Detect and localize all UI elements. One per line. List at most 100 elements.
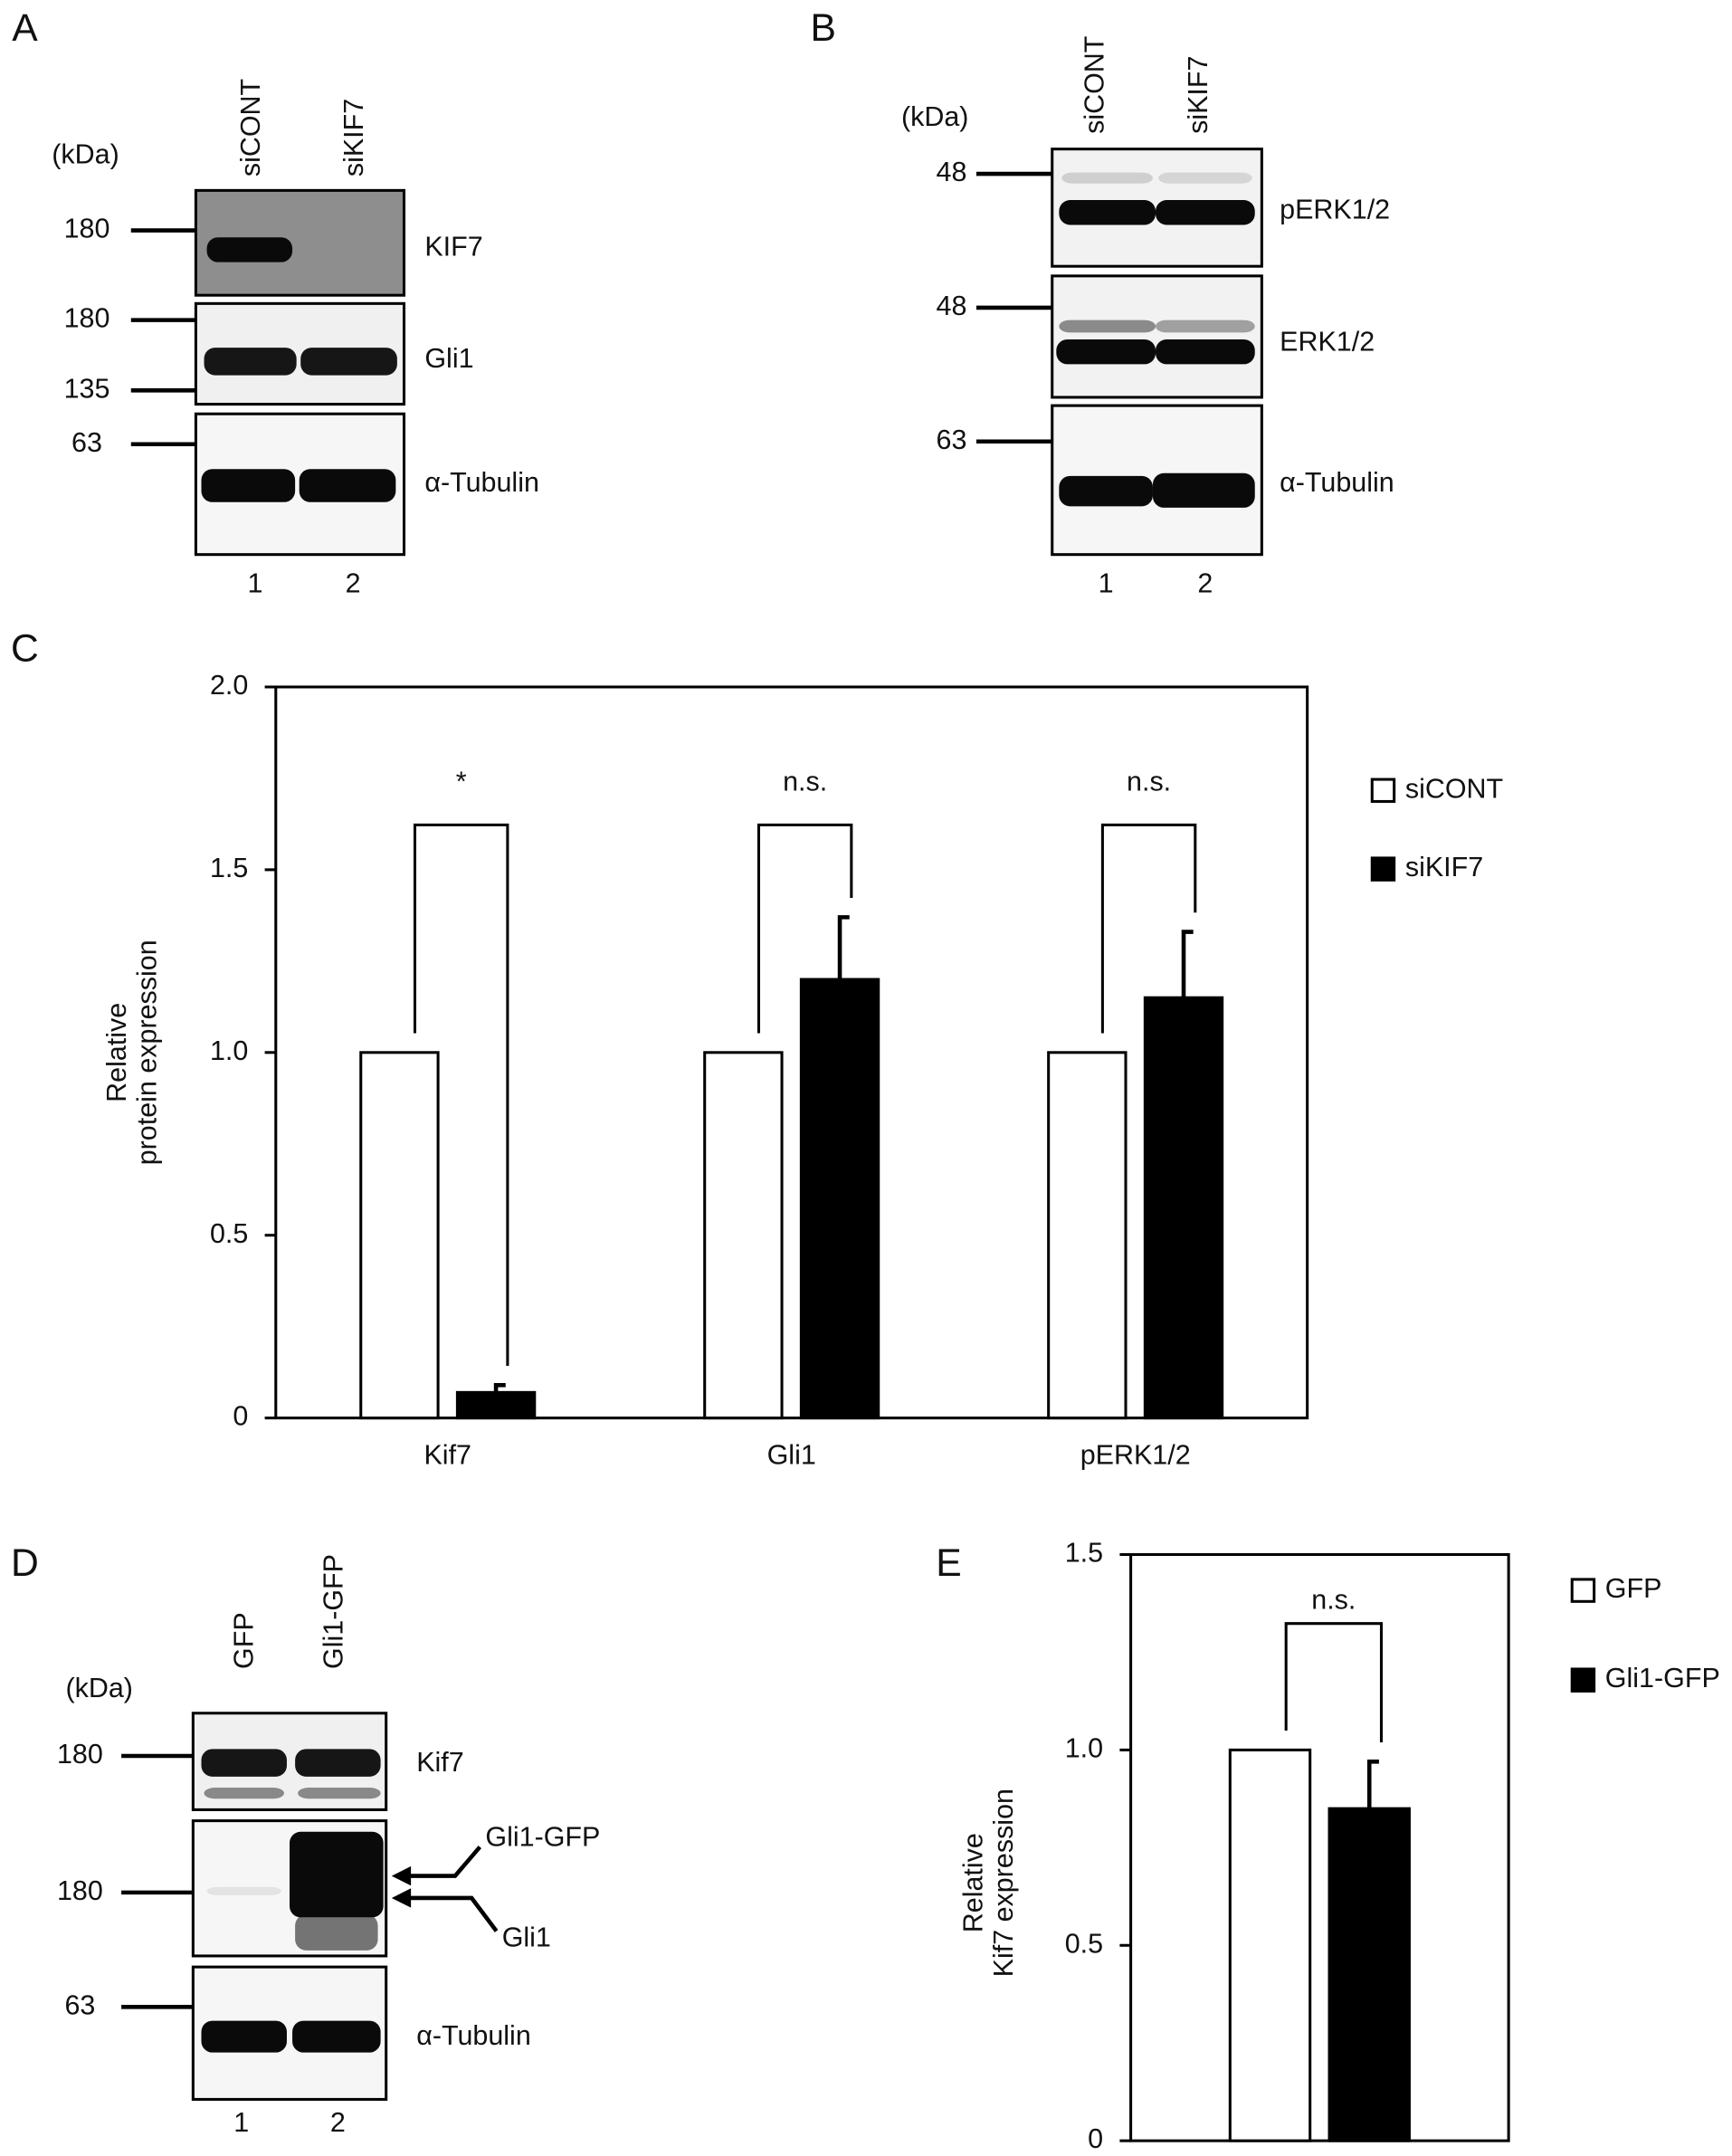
bar — [799, 978, 880, 1420]
bar — [1228, 1748, 1312, 2142]
y-tick-label: 0 — [1088, 2123, 1103, 2154]
band — [1158, 172, 1252, 184]
panel-letter: E — [936, 1541, 961, 1585]
y-axis-label: Kif7 expression — [988, 1789, 1019, 1977]
lane-number: 1 — [247, 568, 262, 598]
legend-swatch — [1570, 1578, 1596, 1603]
lane-label: siCONT — [1080, 36, 1110, 134]
band — [204, 1788, 284, 1799]
y-tick-label: 2.0 — [210, 670, 248, 701]
arrow-label: Gli1-GFP — [485, 1821, 600, 1852]
lane-label: siKIF7 — [338, 99, 369, 176]
marker-label: 135 — [64, 373, 110, 404]
kda-label: (kDa) — [52, 138, 119, 169]
y-tick-label: 1.0 — [1065, 1732, 1103, 1763]
lane-label: Gli1-GFP — [318, 1554, 348, 1669]
band — [1156, 339, 1255, 365]
kda-label: (kDa) — [901, 101, 968, 132]
significance-bracket — [413, 823, 509, 1366]
marker-label: 63 — [64, 1989, 95, 2020]
marker-label: 180 — [64, 303, 110, 334]
y-tick-label: 0.5 — [210, 1218, 248, 1249]
band — [201, 469, 296, 502]
protein-label: α-Tubulin — [416, 2020, 531, 2051]
band — [1156, 320, 1255, 333]
legend-label: siCONT — [1405, 773, 1503, 804]
bar — [1047, 1051, 1128, 1420]
y-tick-label: 1.5 — [210, 853, 248, 883]
y-tick-label: 0.5 — [1065, 1928, 1103, 1959]
marker-label: 180 — [57, 1739, 103, 1770]
significance-label: n.s. — [1311, 1584, 1356, 1615]
y-axis-label: protein expression — [132, 940, 163, 1165]
lane-number: 1 — [233, 2107, 249, 2138]
arrow-head — [391, 1888, 412, 1908]
protein-label: pERK1/2 — [1280, 194, 1390, 224]
band — [206, 237, 293, 262]
arrow — [408, 1846, 482, 1878]
band — [295, 1914, 378, 1951]
band — [201, 2020, 287, 2053]
band — [299, 469, 396, 502]
protein-label: α-Tubulin — [424, 467, 539, 498]
band — [290, 1831, 384, 1918]
x-tick-label: Gli1 — [767, 1439, 816, 1470]
marker-label: 48 — [937, 291, 967, 321]
marker-label: 63 — [937, 425, 967, 455]
significance-label: * — [456, 767, 467, 797]
band — [300, 348, 397, 376]
legend-swatch — [1370, 777, 1396, 803]
band — [1061, 172, 1153, 184]
arrow — [408, 1895, 499, 1932]
panel-letter: A — [12, 6, 38, 50]
band — [1156, 200, 1255, 225]
lane-number: 1 — [1099, 568, 1114, 598]
significance-bracket — [1284, 1622, 1383, 1743]
error-bar — [1366, 1760, 1379, 1809]
blot-strip — [1051, 274, 1263, 399]
arrow-head — [391, 1865, 412, 1886]
lane-label: siCONT — [235, 79, 266, 176]
lane-label: siKIF7 — [1183, 56, 1213, 134]
protein-label: KIF7 — [424, 231, 482, 262]
significance-label: n.s. — [1127, 767, 1171, 797]
panel-letter: C — [11, 627, 39, 671]
band — [1056, 339, 1156, 365]
lane-label: GFP — [228, 1612, 259, 1669]
x-tick-label: Kif7 — [423, 1439, 471, 1470]
y-axis-label: Relative — [101, 1003, 132, 1102]
band — [201, 1749, 287, 1777]
protein-label: Gli1 — [424, 343, 473, 374]
y-tick-label: 0 — [233, 1401, 248, 1432]
error-bar — [493, 1383, 506, 1393]
band — [1059, 320, 1156, 333]
protein-label: Kif7 — [416, 1747, 464, 1778]
significance-label: n.s. — [783, 767, 827, 797]
panel-letter: B — [811, 6, 836, 50]
band — [206, 1886, 281, 1895]
marker-label: 180 — [57, 1875, 103, 1906]
lane-number: 2 — [330, 2107, 346, 2138]
band — [204, 348, 297, 376]
marker-label: 63 — [71, 427, 102, 458]
significance-bracket — [757, 823, 853, 1034]
lane-number: 2 — [346, 568, 361, 598]
bar — [703, 1051, 784, 1420]
band — [298, 1788, 381, 1799]
bar — [1328, 1807, 1411, 2142]
bar — [455, 1390, 537, 1420]
legend-swatch — [1370, 856, 1396, 882]
y-tick-label: 1.0 — [210, 1035, 248, 1066]
error-bar — [1181, 930, 1194, 998]
error-bar — [837, 915, 850, 980]
kda-label: (kDa) — [65, 1673, 132, 1703]
band — [1059, 475, 1153, 507]
x-tick-label: pERK1/2 — [1080, 1439, 1191, 1470]
panel-letter: D — [11, 1541, 39, 1585]
bar — [1143, 996, 1224, 1420]
band — [1059, 200, 1156, 225]
y-tick-label: 1.5 — [1065, 1538, 1103, 1569]
band — [295, 1749, 381, 1777]
